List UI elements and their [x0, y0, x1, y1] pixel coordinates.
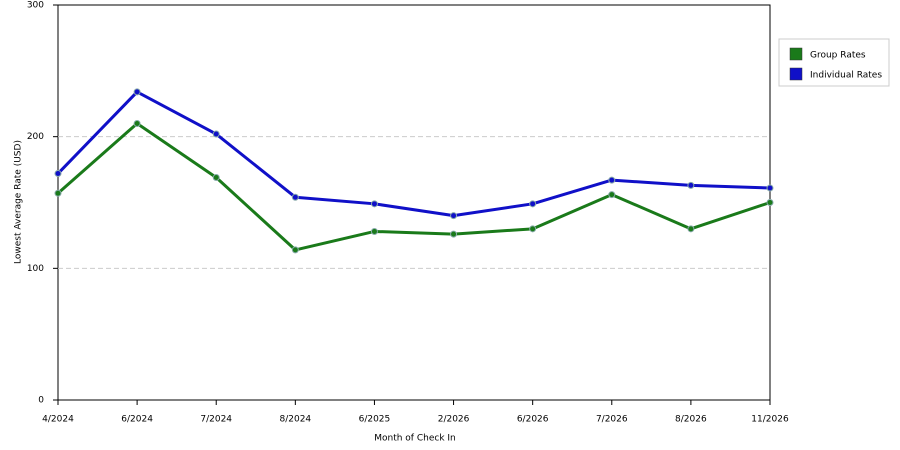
data-point: [529, 225, 537, 233]
data-point: [766, 184, 774, 192]
x-tick-label: 6/2025: [359, 415, 391, 425]
data-point: [687, 225, 695, 233]
plot-frame: [57, 4, 771, 401]
legend-swatch: [789, 47, 803, 61]
x-tick-label: 4/2024: [42, 415, 74, 425]
data-point: [212, 173, 220, 181]
y-tick-label: 100: [27, 264, 44, 274]
data-point: [608, 191, 616, 199]
data-point: [212, 130, 220, 138]
x-tick-label: 8/2024: [279, 415, 311, 425]
y-tick-label: 300: [27, 1, 44, 11]
series-line: [57, 122, 771, 252]
legend-swatch: [789, 67, 803, 81]
x-tick-label: 8/2026: [675, 415, 707, 425]
x-tick-label: 11/2026: [751, 415, 789, 425]
y-axis-label: Lowest Average Rate (USD): [14, 140, 24, 264]
data-point: [291, 246, 299, 254]
x-axis-label: Month of Check In: [374, 434, 456, 444]
data-point: [529, 200, 537, 208]
data-point: [133, 120, 141, 127]
data-point: [291, 193, 299, 201]
x-tick-label: 7/2024: [200, 415, 232, 425]
data-point: [370, 227, 378, 235]
data-point: [54, 170, 62, 178]
x-tick-label: 6/2024: [121, 415, 153, 425]
y-tick-label: 0: [38, 396, 44, 406]
x-tick-label: 2/2026: [438, 415, 470, 425]
data-point: [133, 88, 141, 96]
x-tick-label: 7/2026: [596, 415, 628, 425]
legend-label: Individual Rates: [810, 71, 882, 81]
data-point: [450, 230, 458, 238]
series-line: [56, 90, 771, 218]
y-tick-label: 200: [27, 132, 44, 142]
data-point: [450, 212, 458, 220]
x-tick-label: 6/2026: [517, 415, 549, 425]
data-point: [370, 200, 378, 208]
data-point: [608, 176, 616, 184]
data-point: [54, 189, 62, 197]
data-point: [766, 199, 774, 206]
data-point: [687, 181, 695, 189]
legend-label: Group Rates: [810, 51, 866, 61]
